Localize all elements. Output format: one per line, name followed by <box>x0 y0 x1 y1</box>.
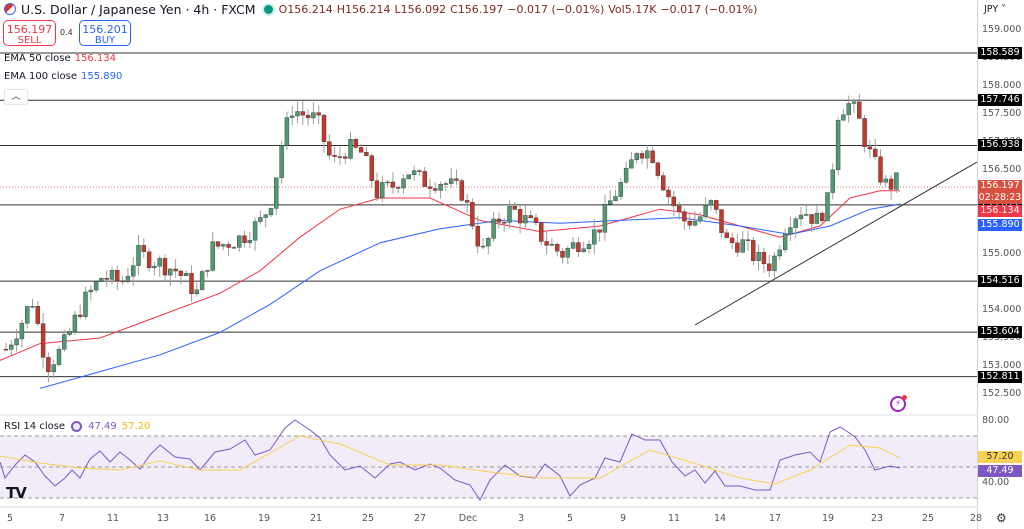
price-tick: 153.000 <box>982 360 1022 371</box>
price-tick: 156.500 <box>982 164 1022 175</box>
time-tick: Dec <box>458 513 478 524</box>
time-tick: 25 <box>361 513 375 524</box>
market-open-icon <box>263 4 273 14</box>
time-tick: 17 <box>768 513 782 524</box>
price-chart[interactable] <box>0 0 977 529</box>
time-tick: 25 <box>921 513 935 524</box>
time-tick: 16 <box>203 513 217 524</box>
rsi-refresh-icon <box>71 421 83 432</box>
time-tick: 19 <box>821 513 835 524</box>
time-tick: 5 <box>566 513 574 524</box>
price-tick: 152.500 <box>982 388 1022 399</box>
rsi-axis-label: 47.49 <box>978 465 1022 477</box>
level-label: 152.811 <box>978 370 1022 383</box>
tradingview-logo-icon[interactable]: TV <box>6 484 27 502</box>
price-tick: 158.000 <box>982 80 1022 91</box>
ema50-legend[interactable]: EMA 50 close 156.134 <box>4 53 116 64</box>
ema100-legend[interactable]: EMA 100 close 155.890 <box>4 71 123 82</box>
time-tick: 27 <box>413 513 427 524</box>
symbol-header: U.S. Dollar / Japanese Yen · 4h · FXCM O… <box>4 0 761 18</box>
level-label: 154.516 <box>978 275 1022 288</box>
ema100-axis-label: 155.890 <box>978 219 1022 231</box>
usd-jpy-flag-icon <box>4 3 16 15</box>
time-tick: 23 <box>870 513 884 524</box>
time-tick: 19 <box>257 513 271 524</box>
spread-value: 0.4 <box>60 28 73 37</box>
price-axis[interactable] <box>977 0 1024 529</box>
price-tick: 159.000 <box>982 24 1022 35</box>
time-tick: 3 <box>517 513 525 524</box>
rsi-tick: 80.00 <box>982 415 1010 426</box>
collapse-legend-button[interactable]: ︿ <box>4 89 28 105</box>
ema50-axis-label: 156.134 <box>978 205 1022 217</box>
time-tick: 13 <box>156 513 170 524</box>
time-tick: 7 <box>58 513 66 524</box>
price-tick: 155.000 <box>982 248 1022 259</box>
time-tick: 28 <box>969 513 983 524</box>
time-tick: 11 <box>106 513 120 524</box>
rsi-tick: 40.00 <box>982 477 1010 488</box>
currency-selector[interactable]: JPY ˅ <box>984 4 1006 15</box>
price-tick: 157.500 <box>982 108 1022 119</box>
symbol-title[interactable]: U.S. Dollar / Japanese Yen · 4h · FXCM <box>21 1 256 17</box>
sell-button[interactable]: 156.197 SELL <box>3 20 56 46</box>
level-label: 156.938 <box>978 139 1022 152</box>
time-tick: 14 <box>713 513 727 524</box>
last-price-label: 156.197 02:28:23 <box>978 180 1022 204</box>
flash-alert-icon[interactable]: ⚡ <box>890 395 907 412</box>
buy-button[interactable]: 156.201 BUY <box>79 20 131 46</box>
time-tick: 9 <box>619 513 627 524</box>
level-label: 153.604 <box>978 326 1022 339</box>
ohlc-values: O156.214 H156.214 L156.092 C156.197 −0.017 (… <box>278 2 758 16</box>
time-tick: 5 <box>6 513 14 524</box>
settings-gear-icon[interactable]: ⚙ <box>996 511 1007 525</box>
rsi-ma-axis-label: 57.20 <box>978 451 1022 463</box>
rsi-legend[interactable]: RSI 14 close 47.49 57.20 <box>4 421 151 432</box>
time-tick: 21 <box>309 513 323 524</box>
price-tick: 154.000 <box>982 304 1022 315</box>
level-label: 157.746 <box>978 94 1022 107</box>
level-label: 158.589 <box>978 47 1022 60</box>
time-tick: 11 <box>667 513 681 524</box>
